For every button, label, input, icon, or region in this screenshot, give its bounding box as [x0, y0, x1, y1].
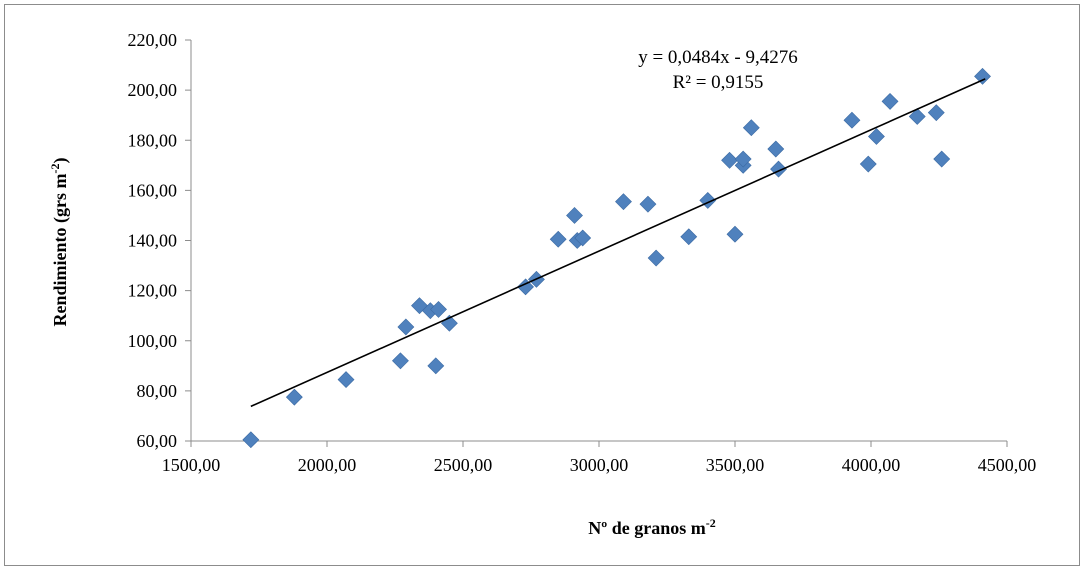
- data-point: [734, 150, 752, 168]
- data-point: [868, 128, 885, 145]
- y-axis-title-text: Rendimiento (grs m: [50, 174, 71, 327]
- data-point: [680, 228, 698, 246]
- y-axis-title-end: ): [50, 158, 71, 164]
- y-tick-label: 60,00: [137, 431, 178, 451]
- data-points: [242, 67, 991, 449]
- data-point: [430, 300, 447, 318]
- x-axis-title-text: Nº de granos m: [588, 518, 705, 538]
- y-axis-title: Rendimiento (grs m-2): [48, 158, 71, 327]
- ticks: 60,00 80,00 100,00 120,00 140,00 160,00 180,00…: [128, 30, 1037, 475]
- data-point: [881, 92, 899, 110]
- data-point: [721, 151, 738, 169]
- data-point: [647, 249, 665, 267]
- data-point: [427, 357, 445, 375]
- y-tick-label: 180,00: [128, 130, 178, 150]
- data-point: [742, 119, 760, 137]
- x-tick-label: 4000,00: [842, 455, 901, 475]
- data-point: [337, 371, 355, 389]
- data-point: [927, 104, 945, 122]
- data-point: [767, 140, 785, 158]
- data-point: [639, 195, 657, 213]
- data-point: [908, 108, 926, 125]
- x-tick-label: 2500,00: [434, 455, 493, 475]
- data-point: [933, 150, 951, 168]
- data-point: [726, 225, 744, 243]
- y-tick-label: 80,00: [137, 381, 178, 401]
- x-tick-label: 3000,00: [570, 455, 629, 475]
- y-tick-label: 160,00: [128, 180, 178, 200]
- data-point: [859, 155, 877, 173]
- data-point: [566, 207, 583, 224]
- data-point: [549, 230, 567, 248]
- y-tick-label: 200,00: [128, 80, 178, 100]
- trendline-equation: y = 0,0484x - 9,4276: [638, 47, 798, 68]
- y-tick-label: 120,00: [128, 281, 178, 301]
- x-axis-title: Nº de granos m-2: [588, 516, 715, 538]
- data-point: [392, 352, 409, 370]
- y-axis-title-sup: -2: [48, 164, 62, 174]
- data-point: [242, 431, 260, 449]
- x-tick-label: 1500,00: [162, 455, 221, 475]
- x-axis-title-sup: -2: [706, 516, 716, 530]
- x-tick-label: 2000,00: [298, 455, 357, 475]
- data-point: [285, 388, 303, 406]
- trendline-r2: R² = 0,9155: [673, 72, 764, 93]
- data-point: [574, 229, 592, 247]
- data-point: [615, 193, 632, 211]
- x-tick-label: 3500,00: [706, 455, 765, 475]
- data-point: [974, 67, 991, 85]
- x-tick-label: 4500,00: [978, 455, 1037, 475]
- chart-frame: [4, 4, 1080, 566]
- y-tick-label: 220,00: [128, 30, 178, 50]
- data-point: [843, 111, 861, 129]
- data-point: [397, 318, 415, 336]
- y-tick-label: 100,00: [128, 331, 178, 351]
- y-tick-label: 140,00: [128, 231, 178, 251]
- trendline: [250, 78, 986, 408]
